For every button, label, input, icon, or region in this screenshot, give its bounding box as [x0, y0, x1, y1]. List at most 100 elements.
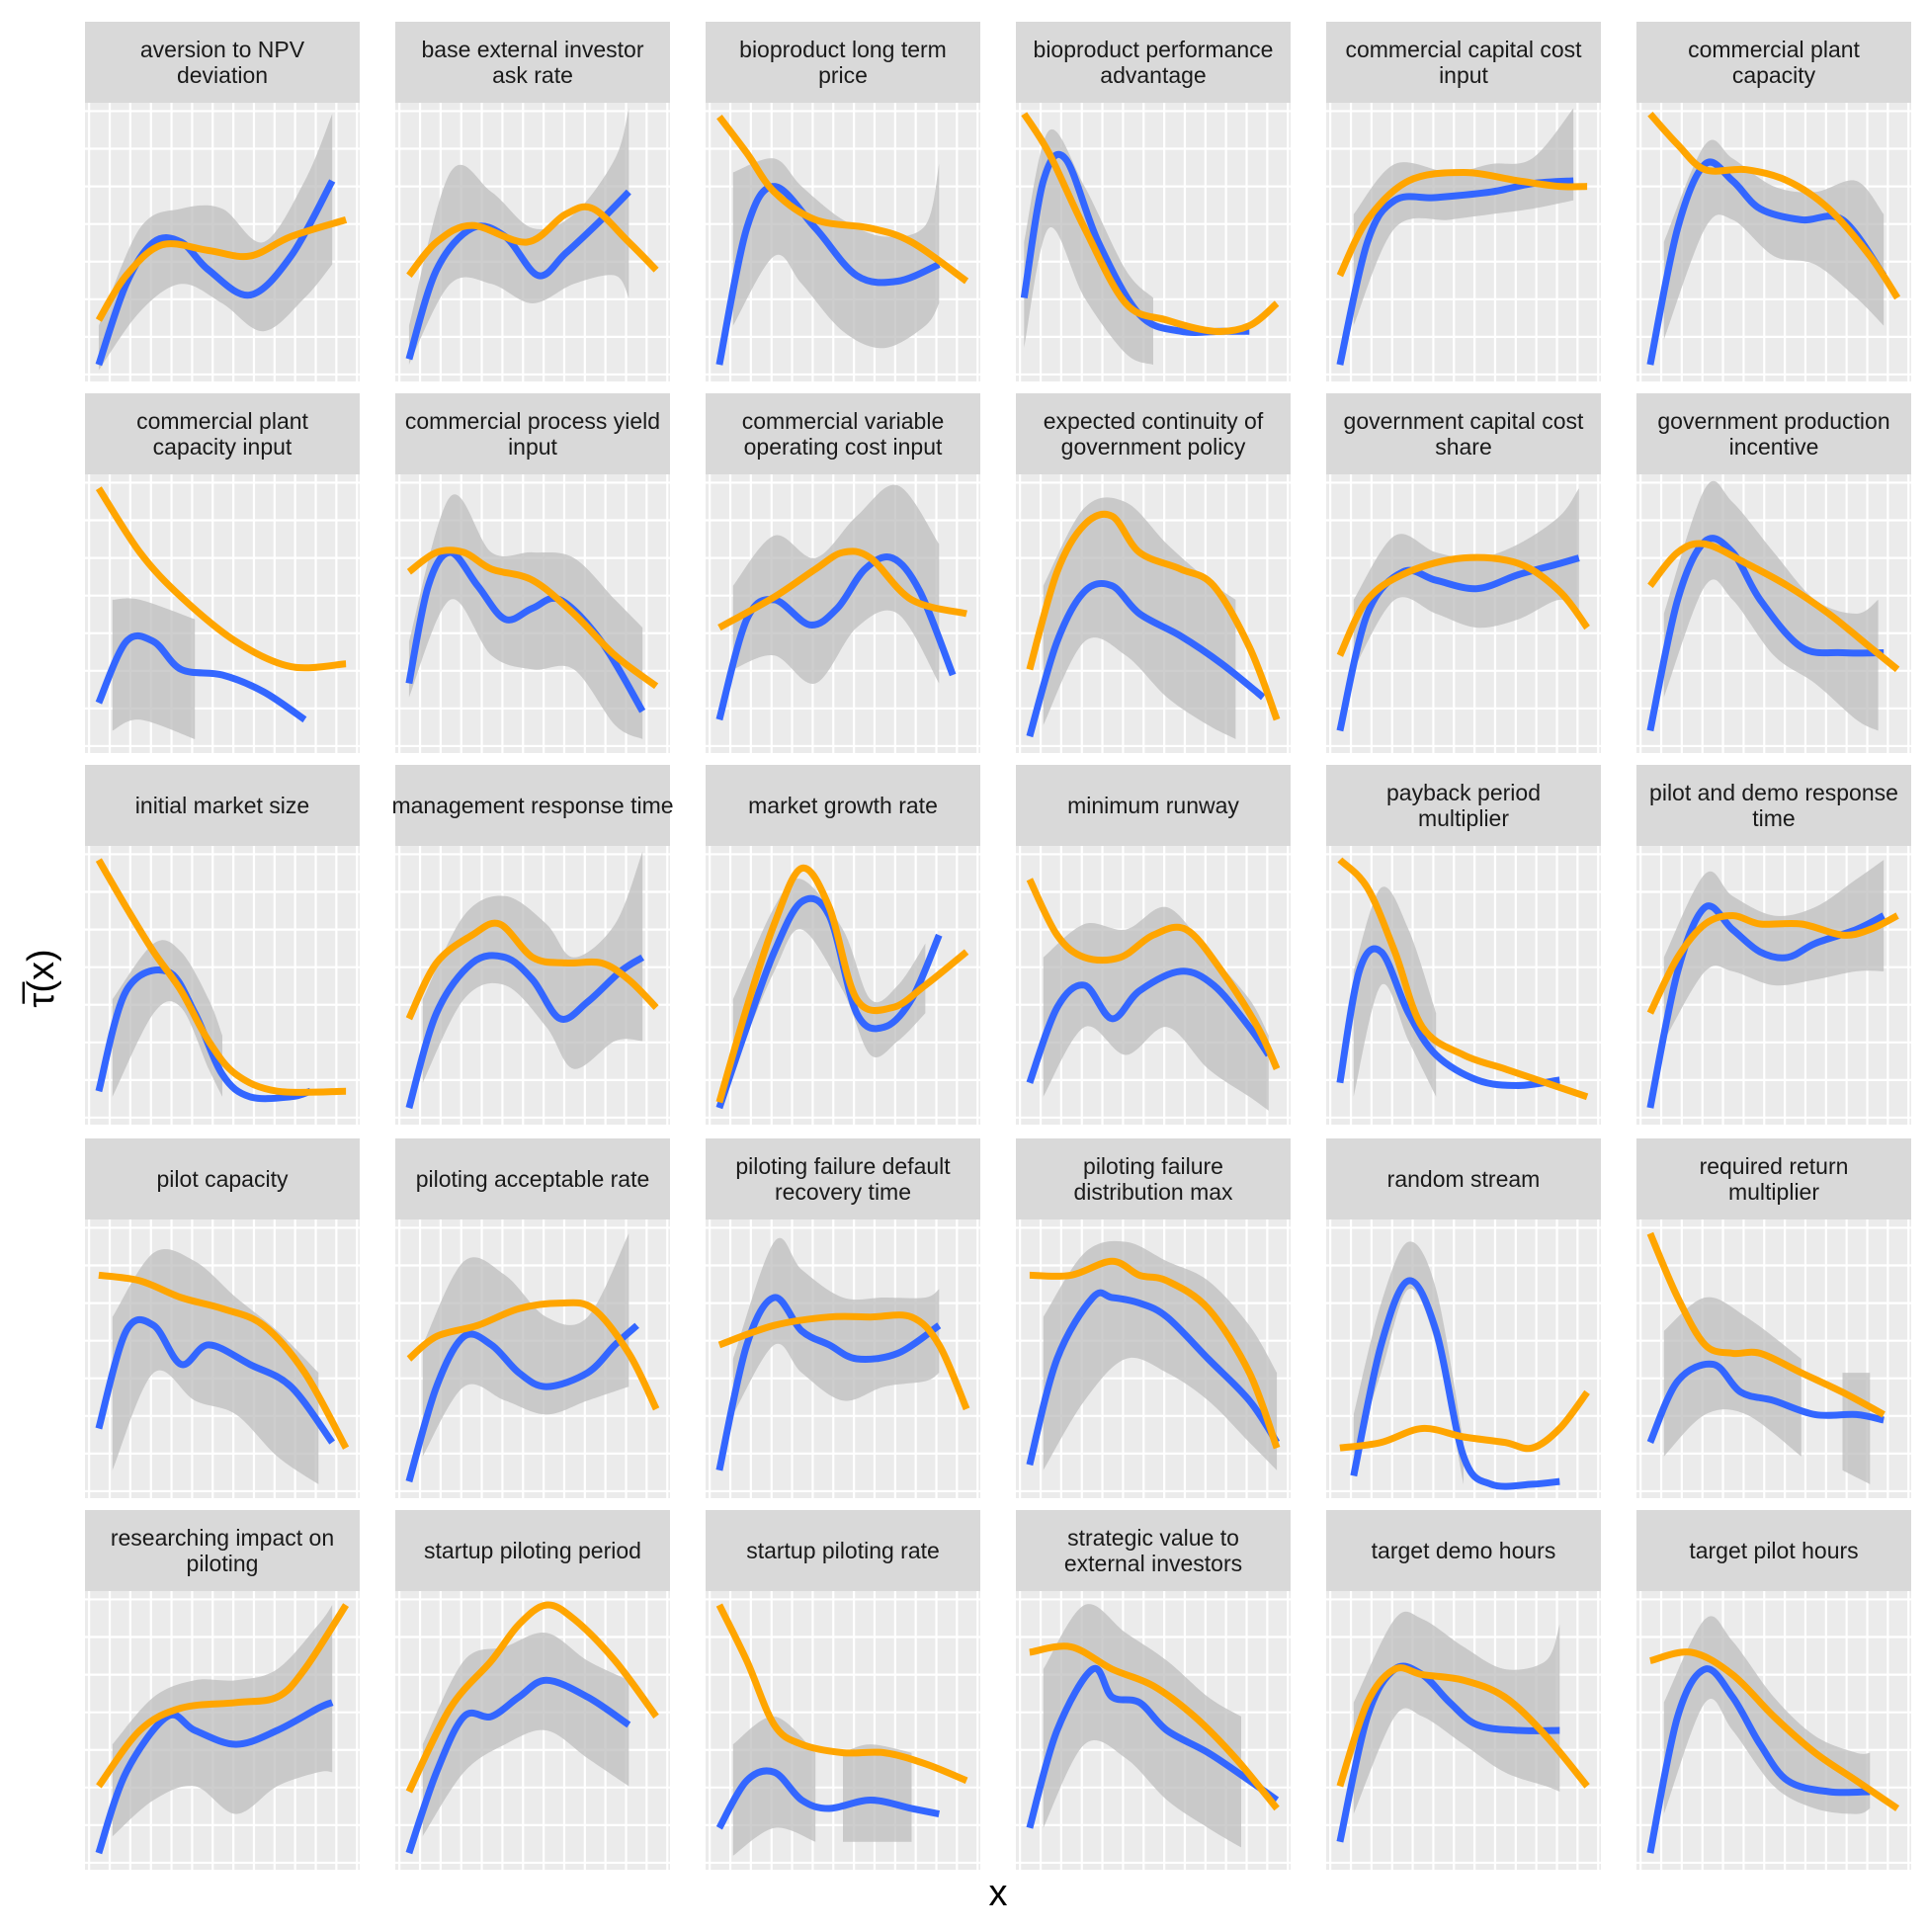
x-axis-label: x [989, 1873, 1008, 1914]
facet-strip [1636, 765, 1911, 846]
confidence-band [1353, 886, 1437, 1097]
series-line-blue [1026, 1664, 1280, 1829]
facet-title: management response time [391, 793, 673, 818]
facet-strip [1636, 1510, 1911, 1591]
confidence-band [1024, 128, 1153, 366]
facet-title: commercial process yield [405, 408, 660, 434]
series-line-orange [717, 1311, 970, 1411]
series-line-orange [406, 1299, 660, 1411]
series-line-orange [716, 114, 969, 285]
series-line-blue [1336, 945, 1560, 1089]
facet-panel: initial market size [85, 765, 360, 1125]
facet-panel: startup piloting period [395, 1510, 670, 1870]
facet-strip [1326, 393, 1601, 474]
series-line-blue [1026, 579, 1266, 738]
series-line-orange [95, 216, 348, 322]
facet-title: deviation [177, 62, 268, 88]
facet-title: aversion to NPV [140, 37, 305, 62]
y-axis-label: τ̅(x) [21, 949, 62, 1007]
series-line-blue [1026, 967, 1272, 1084]
series-line-blue [1336, 1662, 1560, 1843]
series-line-orange [405, 1601, 659, 1794]
facet-title: piloting failure default [735, 1153, 951, 1179]
series-line-blue [1350, 1277, 1560, 1490]
series-line-orange [98, 1271, 350, 1450]
facet-title: share [1435, 434, 1492, 460]
facet-strip [1016, 22, 1291, 103]
facet-title: input [1439, 62, 1488, 88]
series-line-orange [1647, 540, 1900, 673]
facet-title: capacity [1732, 62, 1816, 88]
facet-strip [395, 22, 670, 103]
confidence-band [1353, 1241, 1464, 1484]
facet-title: minimum runway [1067, 793, 1239, 818]
series-line-orange [1646, 912, 1899, 1015]
facet-title: incentive [1729, 434, 1819, 460]
facet-strip [1636, 393, 1911, 474]
confidence-band [732, 879, 926, 1069]
facet-title: market growth rate [748, 793, 938, 818]
facet-title: government production [1657, 408, 1889, 434]
facet-title: price [818, 62, 868, 88]
facet-title: commercial capital cost [1345, 37, 1582, 62]
facet-panel: startup piloting rate [706, 1510, 980, 1870]
confidence-band [1043, 1604, 1241, 1848]
series-line-blue [405, 1322, 639, 1483]
series-line-blue [95, 179, 336, 367]
facet-panel: pilot capacity [85, 1138, 360, 1498]
facet-title: time [1752, 805, 1795, 831]
series-line-orange [1339, 1389, 1590, 1453]
facet-title: commercial variable [742, 408, 945, 434]
facet-panel: target demo hours [1326, 1510, 1601, 1870]
confidence-band [1663, 139, 1885, 340]
facet-title: bioproduct performance [1034, 37, 1274, 62]
series-line-orange [1029, 1257, 1281, 1450]
series-line-blue [715, 553, 957, 721]
facet-strip [1016, 1510, 1291, 1591]
facet-panel: minimum runway [1016, 765, 1291, 1125]
confidence-band [843, 1744, 912, 1842]
facet-strip [85, 1138, 360, 1219]
series-line-orange [96, 1603, 350, 1789]
facet-panel: random stream [1326, 1138, 1601, 1498]
series-line-blue [715, 1294, 942, 1471]
series-line-orange [1029, 1642, 1280, 1811]
confidence-band [1353, 108, 1574, 326]
facet-strip [395, 393, 670, 474]
facet-strip [1326, 22, 1601, 103]
facet-strip [706, 22, 980, 103]
confidence-band [1043, 1240, 1278, 1470]
facet-strip [85, 393, 360, 474]
series-line-orange [95, 858, 347, 1096]
facet-title: ask rate [492, 62, 573, 88]
series-line-blue [715, 1767, 940, 1830]
facet-strip [706, 393, 980, 474]
confidence-band [1663, 480, 1879, 731]
facet-title: researching impact on [111, 1525, 334, 1551]
confidence-band [732, 484, 940, 684]
facet-title: government capital cost [1344, 408, 1585, 434]
facet-title: commercial plant [1688, 37, 1860, 62]
series-line-orange [406, 203, 659, 279]
series-line-blue [1336, 554, 1580, 732]
facet-title: random stream [1387, 1166, 1541, 1192]
series-line-orange [1647, 111, 1901, 300]
series-line-orange [1337, 857, 1589, 1101]
series-line-blue [1026, 1289, 1281, 1467]
facet-strip [1326, 1510, 1601, 1591]
confidence-band [1663, 860, 1885, 1042]
series-line-blue [405, 1676, 631, 1855]
confidence-band [1842, 1373, 1871, 1484]
facet-title: strategic value to [1067, 1525, 1239, 1551]
facet-strip [1636, 1138, 1911, 1219]
series-line-blue [1646, 1360, 1885, 1445]
